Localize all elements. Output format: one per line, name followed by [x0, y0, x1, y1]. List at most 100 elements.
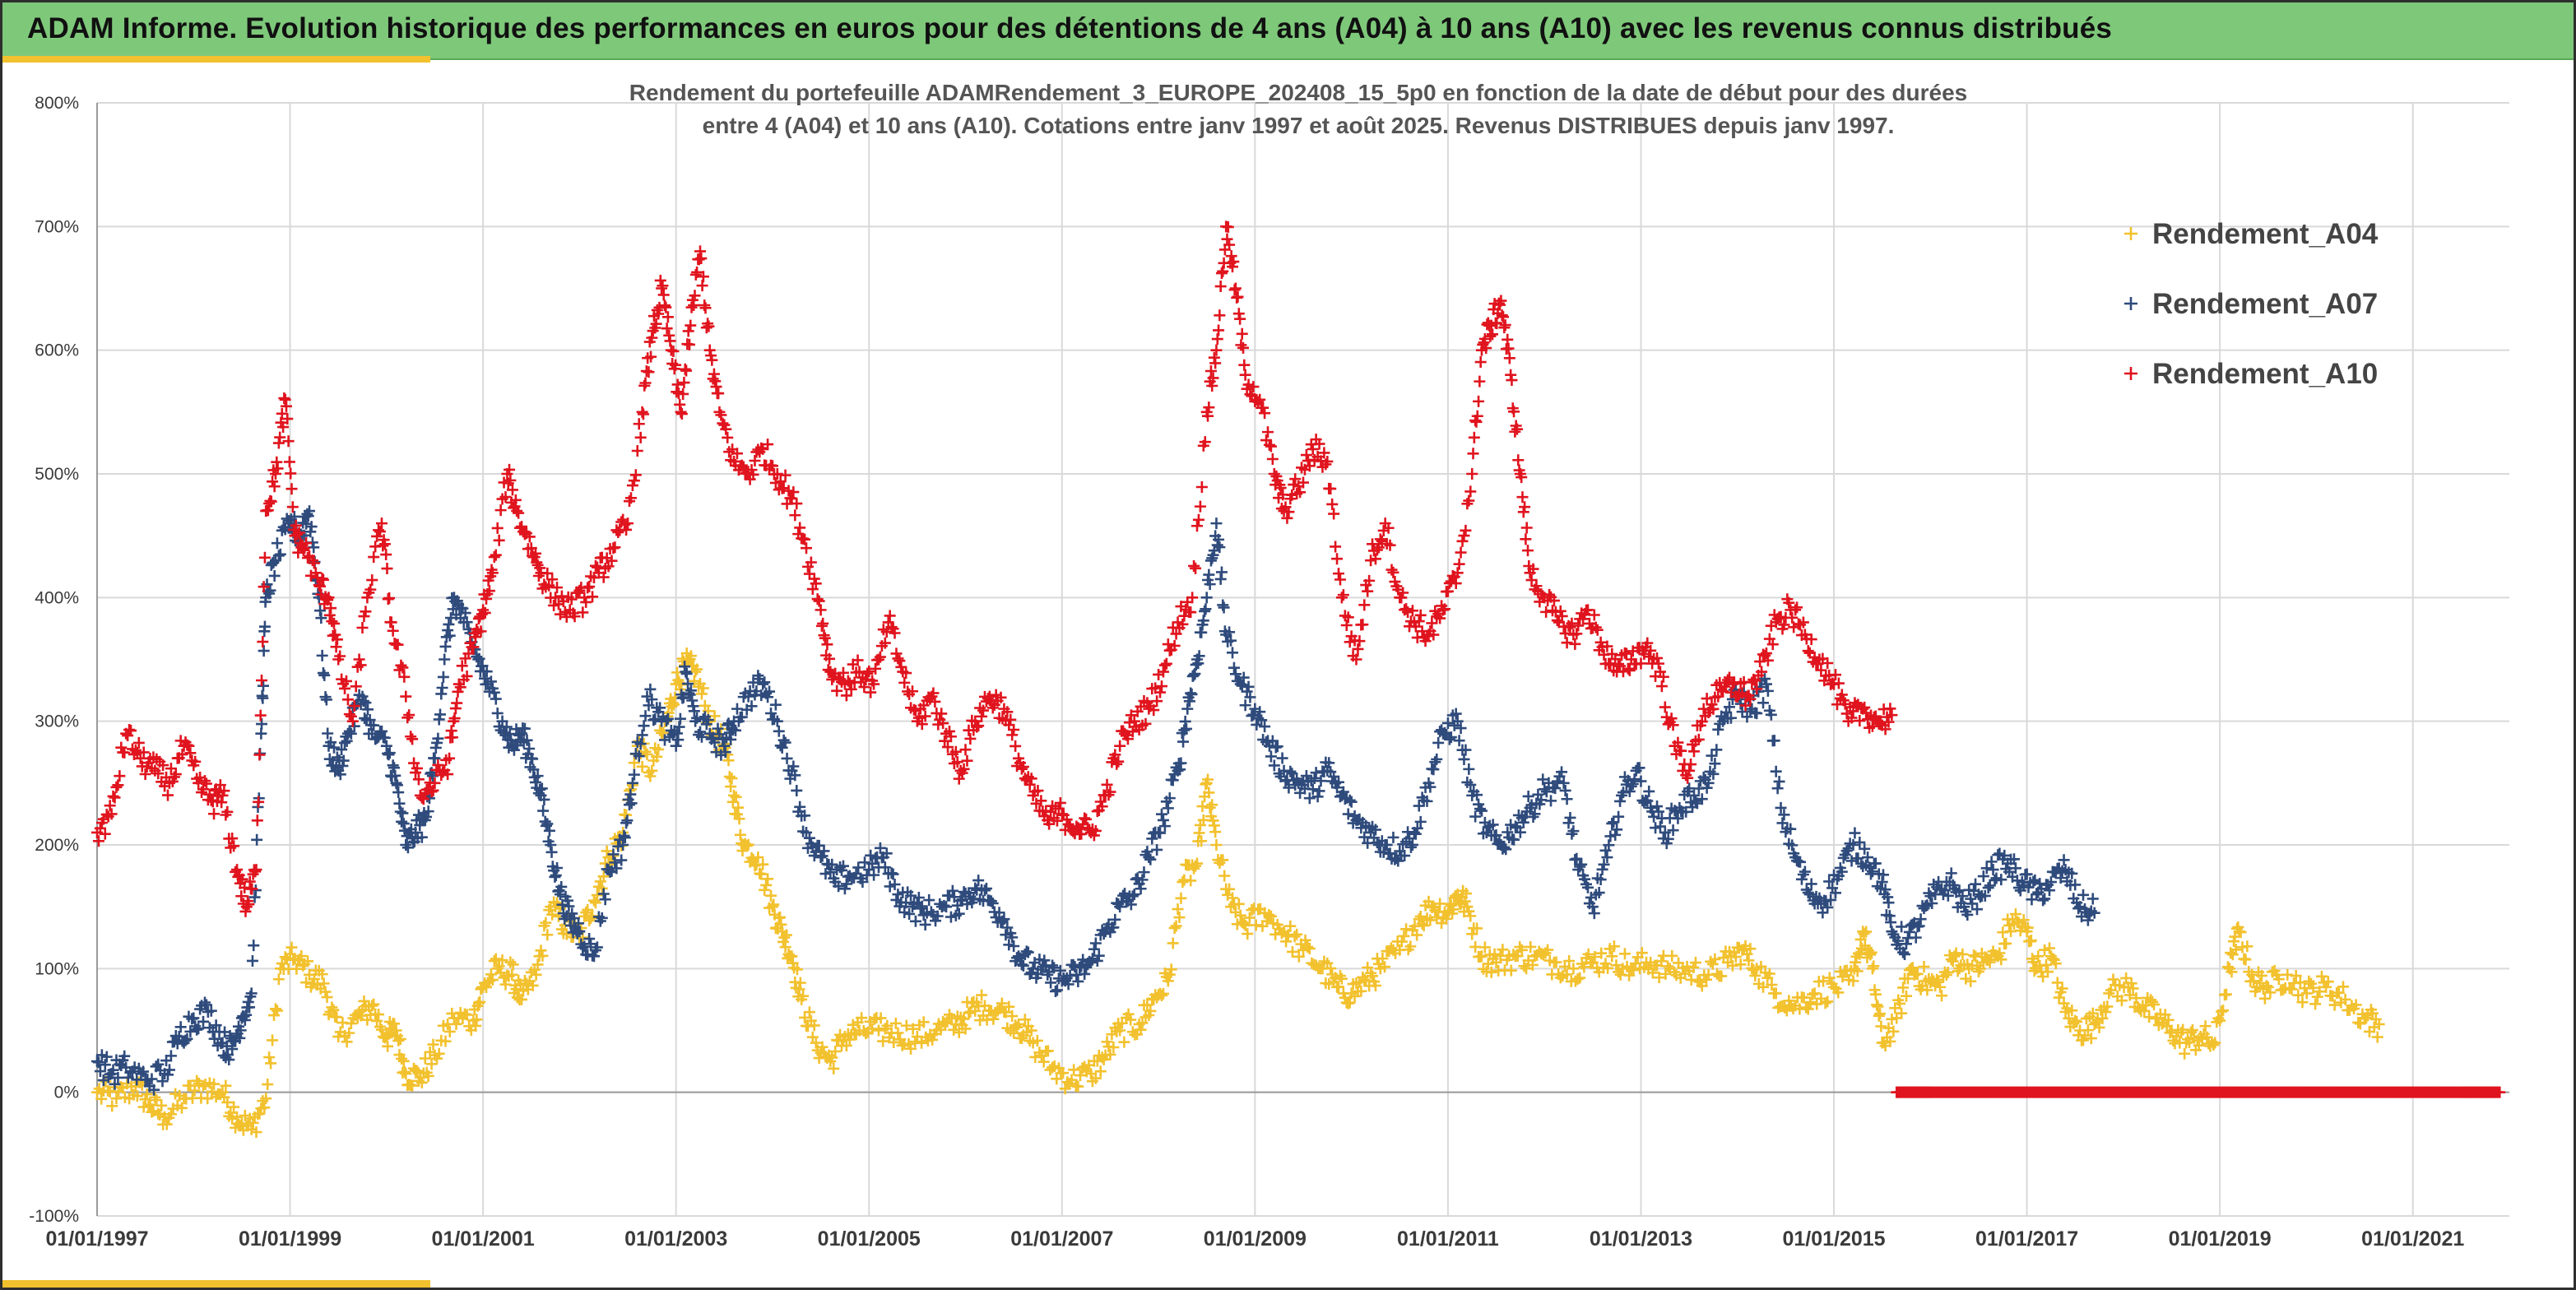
data-point-marker	[1353, 635, 1366, 647]
data-point-marker	[1460, 888, 1473, 900]
data-point-marker	[689, 666, 702, 678]
data-point-marker	[1022, 946, 1034, 958]
data-point-marker	[1744, 943, 1757, 955]
data-point-marker	[708, 710, 721, 722]
data-point-marker	[1519, 501, 1531, 513]
data-point-marker	[562, 894, 574, 907]
data-point-marker	[1372, 541, 1385, 554]
data-point-marker	[308, 557, 320, 569]
data-point-marker	[2179, 1047, 2191, 1060]
data-point-marker	[214, 779, 226, 791]
data-point-marker	[122, 1071, 134, 1084]
data-point-marker	[829, 1045, 842, 1057]
data-point-marker	[226, 1043, 239, 1056]
data-point-marker	[226, 833, 239, 845]
report-title: ADAM Informe. Evolution historique des p…	[27, 12, 2113, 44]
data-point-marker	[1882, 716, 1895, 728]
data-point-marker	[436, 681, 448, 694]
data-point-marker	[591, 941, 603, 954]
data-point-marker	[1728, 676, 1740, 689]
data-point-marker	[95, 1093, 108, 1105]
data-point-marker	[400, 839, 412, 851]
data-point-marker	[861, 667, 874, 680]
data-point-marker	[1209, 357, 1222, 369]
data-point-marker	[368, 551, 380, 564]
data-point-marker	[874, 651, 886, 663]
data-point-marker	[1013, 1018, 1025, 1030]
data-point-marker	[387, 624, 399, 637]
data-point-marker	[396, 1052, 408, 1065]
data-point-marker	[1706, 749, 1718, 762]
data-point-marker	[900, 897, 912, 909]
data-point-marker	[1822, 901, 1834, 913]
data-point-marker	[1079, 968, 1091, 980]
data-point-marker	[2239, 954, 2252, 966]
data-point-marker	[554, 889, 566, 901]
data-point-marker	[712, 387, 725, 400]
data-point-marker	[2303, 975, 2315, 987]
data-point-marker	[1596, 863, 1608, 875]
data-point-marker	[657, 289, 670, 301]
data-points	[91, 220, 2506, 1139]
data-point-marker	[530, 968, 542, 981]
data-point-marker	[736, 459, 748, 471]
data-point-marker	[794, 800, 806, 813]
data-point-marker	[1724, 712, 1737, 724]
data-point-marker	[1054, 964, 1066, 977]
data-point-marker	[1236, 327, 1248, 340]
data-point-marker	[1696, 980, 1708, 992]
data-point-marker	[228, 1101, 240, 1113]
data-point-marker	[208, 808, 220, 820]
data-point-marker	[671, 386, 683, 398]
data-point-marker	[1901, 972, 1914, 985]
legend-item: Rendement_A07	[2124, 288, 2378, 320]
data-point-marker	[1226, 892, 1238, 904]
data-point-marker	[757, 678, 769, 690]
data-point-marker	[1683, 782, 1696, 795]
data-point-marker	[1154, 686, 1167, 698]
data-point-marker	[1757, 981, 1770, 993]
data-point-marker	[1125, 898, 1137, 911]
title-banner: ADAM Informe. Evolution historique des p…	[2, 2, 2574, 60]
data-point-marker	[636, 406, 648, 418]
data-point-marker	[99, 1059, 111, 1071]
data-point-marker	[799, 533, 811, 545]
data-point-marker	[1185, 875, 1197, 887]
data-point-marker	[1562, 817, 1575, 829]
data-point-marker	[480, 666, 493, 678]
data-point-marker	[125, 725, 137, 737]
data-point-marker	[1381, 838, 1393, 851]
data-point-marker	[1186, 592, 1199, 604]
data-point-marker	[345, 1018, 357, 1030]
data-point-marker	[106, 1100, 118, 1112]
data-point-marker	[341, 1036, 353, 1048]
data-point-marker	[1559, 784, 1571, 796]
data-point-marker	[1032, 785, 1044, 797]
data-point-marker	[1242, 928, 1254, 940]
data-point-marker	[406, 733, 419, 745]
data-point-marker	[628, 475, 640, 487]
data-point-marker	[1450, 578, 1462, 590]
data-point-marker	[683, 338, 695, 350]
data-point-marker	[649, 713, 661, 726]
data-point-marker	[114, 770, 126, 782]
data-point-marker	[1817, 975, 1830, 987]
data-point-marker	[1232, 898, 1245, 910]
data-point-marker	[221, 1096, 234, 1108]
data-point-marker	[1474, 803, 1487, 815]
data-point-marker	[1265, 910, 1277, 922]
data-point-marker	[1862, 851, 1874, 864]
data-point-marker	[1234, 909, 1246, 921]
data-point-marker	[513, 507, 525, 519]
data-point-marker	[1042, 1045, 1054, 1057]
data-point-marker	[1206, 799, 1218, 811]
data-point-marker	[573, 926, 586, 938]
data-point-marker	[475, 983, 487, 995]
data-point-marker	[1068, 1064, 1080, 1076]
data-point-marker	[1414, 815, 1427, 828]
data-point-marker	[639, 710, 652, 722]
data-point-marker	[1195, 480, 1208, 493]
data-point-marker	[1832, 677, 1845, 689]
data-point-marker	[305, 521, 318, 533]
